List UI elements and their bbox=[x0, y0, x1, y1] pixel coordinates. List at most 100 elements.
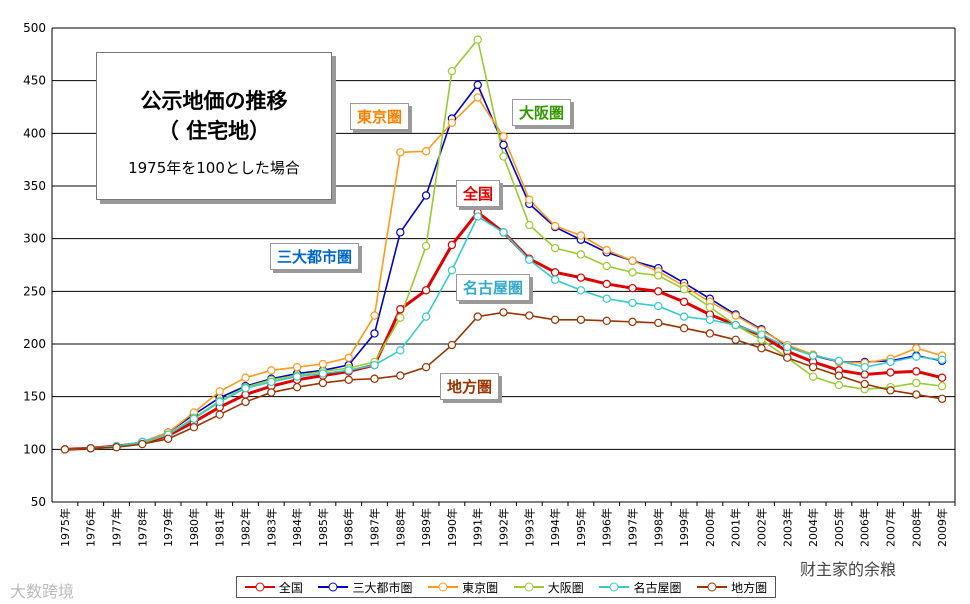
data-point bbox=[473, 93, 482, 102]
data-point bbox=[370, 374, 379, 383]
data-point bbox=[396, 346, 405, 355]
data-point bbox=[421, 362, 431, 372]
data-point bbox=[679, 285, 689, 294]
data-point bbox=[576, 250, 586, 259]
data-point bbox=[525, 195, 534, 204]
legend-swatch-national bbox=[244, 582, 275, 592]
x-tick-label: 1991年 bbox=[471, 508, 485, 547]
data-point bbox=[602, 294, 611, 303]
x-tick-label: 2005年 bbox=[832, 508, 846, 547]
annotation-tokyo: 東京圏 bbox=[350, 103, 410, 130]
data-point bbox=[912, 367, 921, 376]
data-point bbox=[473, 312, 482, 321]
data-point bbox=[447, 340, 457, 350]
data-point bbox=[576, 273, 586, 282]
data-point bbox=[447, 118, 457, 128]
data-point bbox=[886, 357, 895, 367]
data-point bbox=[138, 439, 147, 449]
x-tick-label: 1988年 bbox=[393, 508, 407, 547]
x-tick-label: 1986年 bbox=[342, 508, 356, 547]
data-point bbox=[267, 366, 276, 375]
data-point bbox=[447, 66, 457, 76]
x-tick-label: 2004年 bbox=[806, 508, 820, 547]
data-point bbox=[396, 148, 405, 157]
y-tick-label: 500 bbox=[23, 21, 46, 35]
legend-label: 三大都市圏 bbox=[352, 580, 413, 595]
y-tick-label: 250 bbox=[23, 284, 46, 298]
data-point bbox=[860, 362, 869, 372]
y-tick-label: 400 bbox=[23, 126, 46, 140]
legend-swatch-nagoya bbox=[599, 582, 630, 592]
legend-label: 地方圏 bbox=[731, 580, 768, 595]
x-tick-label: 2009年 bbox=[935, 508, 949, 547]
data-point bbox=[860, 370, 869, 379]
data-point bbox=[860, 379, 869, 389]
data-point bbox=[473, 35, 482, 44]
x-tick-label: 1992年 bbox=[497, 508, 511, 547]
x-tick-label: 1996年 bbox=[600, 508, 614, 547]
data-point bbox=[550, 268, 560, 277]
watermark-right: 财主家的余粮 bbox=[800, 560, 897, 579]
data-point bbox=[628, 298, 637, 308]
data-point bbox=[602, 261, 611, 271]
data-point bbox=[550, 221, 560, 231]
data-point bbox=[654, 301, 663, 311]
legend-swatch-tokyo bbox=[428, 582, 459, 592]
x-tick-label: 1999年 bbox=[677, 508, 691, 547]
data-point bbox=[499, 228, 508, 237]
x-tick-label: 1976年 bbox=[84, 508, 98, 547]
legend-swatch-three-metro bbox=[318, 582, 349, 592]
chart-note: 1975年を100とした場合 bbox=[128, 159, 300, 177]
x-tick-label: 1987年 bbox=[368, 508, 382, 547]
data-point bbox=[628, 283, 637, 293]
data-point bbox=[550, 243, 560, 253]
y-tick-label: 450 bbox=[23, 74, 46, 88]
x-tick-label: 2003年 bbox=[780, 508, 794, 547]
legend-item: 地方圏 bbox=[697, 579, 767, 596]
data-point bbox=[525, 255, 534, 264]
x-tick-label: 1982年 bbox=[239, 508, 253, 547]
data-point bbox=[421, 241, 431, 251]
y-tick-label: 100 bbox=[23, 442, 46, 456]
x-tick-label: 1979年 bbox=[161, 508, 175, 547]
data-point bbox=[267, 377, 276, 387]
data-point bbox=[396, 228, 405, 237]
data-point bbox=[912, 378, 921, 388]
x-tick-label: 2001年 bbox=[729, 508, 743, 547]
title-box: 公示地価の推移 （ 住宅地） 1975年を100とした場合 bbox=[96, 52, 332, 200]
data-point bbox=[60, 445, 70, 454]
data-point bbox=[344, 375, 353, 385]
data-point bbox=[886, 368, 895, 377]
data-point bbox=[215, 397, 224, 407]
x-tick-label: 2002年 bbox=[755, 508, 769, 547]
y-tick-label: 200 bbox=[23, 337, 46, 351]
data-point bbox=[628, 317, 637, 327]
x-tick-label: 1989年 bbox=[419, 508, 433, 547]
x-tick-label: 1980年 bbox=[187, 508, 201, 547]
y-tick-label: 350 bbox=[23, 179, 46, 193]
data-point bbox=[370, 311, 379, 320]
data-point bbox=[292, 362, 302, 372]
annotation-osaka: 大阪圏 bbox=[512, 99, 572, 126]
x-tick-label: 1985年 bbox=[316, 508, 330, 547]
data-point bbox=[499, 152, 508, 161]
data-point bbox=[344, 353, 353, 362]
x-tick-label: 1990年 bbox=[445, 508, 459, 547]
data-point bbox=[241, 373, 250, 382]
data-point bbox=[912, 390, 921, 399]
data-point bbox=[654, 318, 663, 328]
data-point bbox=[86, 444, 95, 453]
data-point bbox=[705, 329, 715, 338]
data-point bbox=[421, 191, 431, 200]
data-point bbox=[241, 384, 250, 393]
data-point bbox=[370, 329, 379, 338]
x-tick-label: 1983年 bbox=[264, 508, 278, 547]
data-point bbox=[525, 311, 534, 320]
data-point bbox=[679, 312, 689, 321]
legend-item: 大阪圏 bbox=[513, 579, 584, 596]
y-tick-label: 300 bbox=[23, 232, 46, 246]
data-point bbox=[112, 443, 121, 452]
data-point bbox=[447, 266, 457, 275]
legend-label: 東京圏 bbox=[462, 580, 499, 595]
